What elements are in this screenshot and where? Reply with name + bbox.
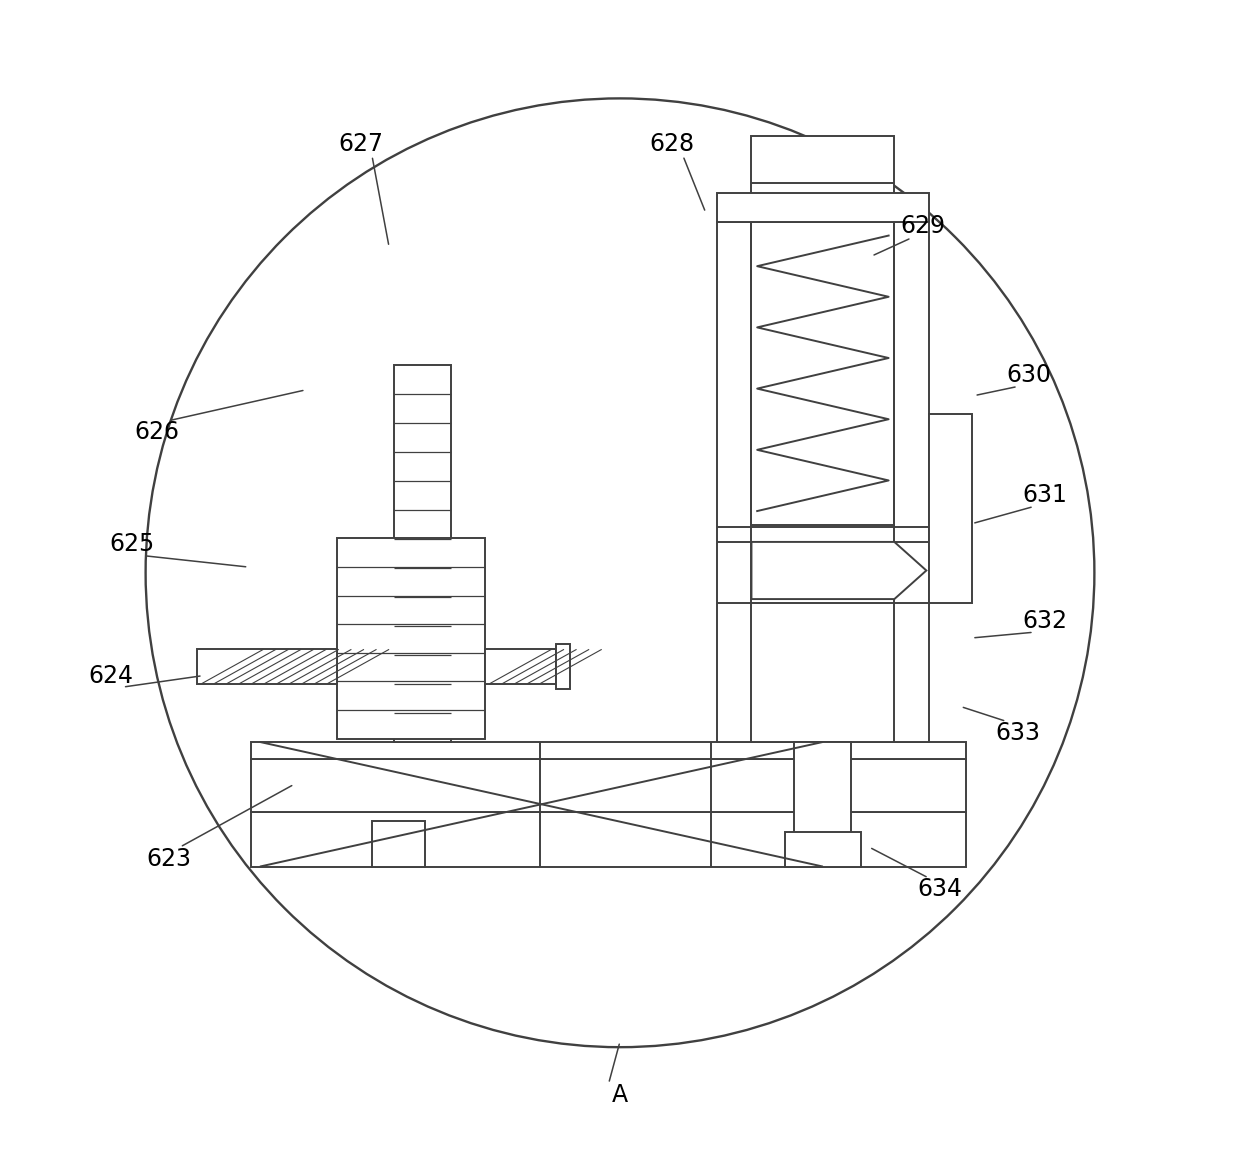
Bar	[717, 193, 929, 222]
Bar	[250, 759, 966, 812]
Text: 634: 634	[918, 877, 962, 901]
Text: 624: 624	[89, 664, 134, 687]
Text: A: A	[611, 1083, 629, 1107]
Bar	[393, 364, 451, 742]
Text: 625: 625	[109, 532, 155, 557]
Bar	[929, 414, 972, 603]
Bar	[372, 820, 424, 867]
Text: 629: 629	[900, 214, 945, 238]
Text: 623: 623	[146, 847, 191, 870]
Bar	[485, 649, 556, 684]
Text: 633: 633	[996, 721, 1040, 745]
Bar	[717, 222, 929, 742]
Bar	[556, 643, 569, 690]
Bar	[336, 538, 485, 738]
Text: 632: 632	[1023, 609, 1068, 633]
Text: 631: 631	[1023, 484, 1068, 507]
Text: 627: 627	[339, 132, 383, 156]
Circle shape	[145, 98, 1095, 1047]
Text: 630: 630	[1007, 363, 1052, 388]
Bar	[785, 832, 861, 867]
Bar	[250, 742, 966, 759]
Polygon shape	[751, 541, 926, 599]
Text: 626: 626	[135, 420, 180, 444]
Bar	[751, 137, 894, 222]
Bar	[751, 222, 894, 525]
Bar	[197, 649, 336, 684]
Text: 628: 628	[649, 132, 694, 156]
Bar	[250, 812, 966, 867]
Bar	[795, 742, 852, 867]
